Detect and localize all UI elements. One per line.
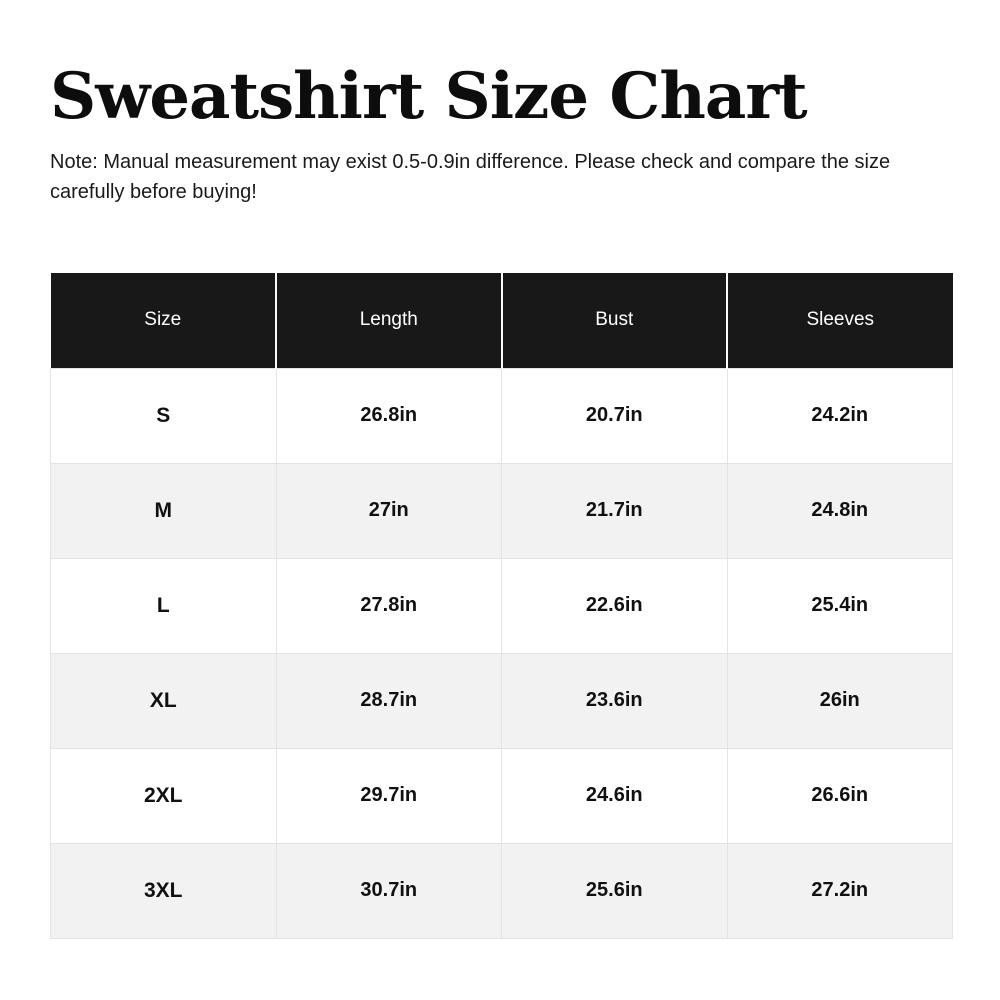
- cell-length: 30.7in: [275, 842, 502, 939]
- cell-sleeves: 24.8in: [726, 462, 953, 559]
- table-body: S 26.8in 20.7in 24.2in M 27in 21.7in 24.…: [50, 367, 953, 939]
- size-chart-table: Size Length Bust Sleeves S 26.8in 20.7in…: [50, 273, 953, 939]
- table-header: Size Length Bust Sleeves: [50, 273, 953, 369]
- cell-bust: 22.6in: [501, 557, 728, 654]
- table-row-l: L 27.8in 22.6in 25.4in: [50, 557, 953, 654]
- table-row-3xl: 3XL 30.7in 25.6in 27.2in: [50, 842, 953, 939]
- cell-length: 28.7in: [275, 652, 502, 749]
- header-cell-size: Size: [50, 273, 277, 369]
- cell-sleeves: 24.2in: [726, 367, 953, 464]
- table-row-2xl: 2XL 29.7in 24.6in 26.6in: [50, 747, 953, 844]
- cell-sleeves: 26.6in: [726, 747, 953, 844]
- cell-length: 26.8in: [275, 367, 502, 464]
- cell-size: L: [50, 557, 277, 654]
- table-header-row: Size Length Bust Sleeves: [50, 273, 953, 369]
- cell-size: XL: [50, 652, 277, 749]
- cell-length: 29.7in: [275, 747, 502, 844]
- cell-bust: 21.7in: [501, 462, 728, 559]
- cell-size: M: [50, 462, 277, 559]
- size-chart-page: Sweatshirt Size Chart Note: Manual measu…: [50, 59, 953, 939]
- header-cell-length: Length: [276, 273, 503, 369]
- cell-length: 27.8in: [275, 557, 502, 654]
- cell-bust: 23.6in: [501, 652, 728, 749]
- cell-size: 2XL: [50, 747, 277, 844]
- cell-length: 27in: [275, 462, 502, 559]
- note-text: Note: Manual measurement may exist 0.5-0…: [50, 151, 891, 204]
- cell-size: S: [50, 367, 277, 464]
- cell-size: 3XL: [50, 842, 277, 939]
- table-row-xl: XL 28.7in 23.6in 26in: [50, 652, 953, 749]
- table-row-m: M 27in 21.7in 24.8in: [50, 462, 953, 559]
- cell-sleeves: 27.2in: [726, 842, 953, 939]
- table-row-s: S 26.8in 20.7in 24.2in: [50, 367, 953, 464]
- cell-sleeves: 26in: [726, 652, 953, 749]
- cell-bust: 25.6in: [501, 842, 728, 939]
- header-cell-bust: Bust: [501, 273, 728, 369]
- header-cell-sleeves: Sleeves: [727, 273, 953, 369]
- cell-sleeves: 25.4in: [726, 557, 953, 654]
- cell-bust: 24.6in: [501, 747, 728, 844]
- page-title: Sweatshirt Size Chart: [50, 59, 808, 134]
- cell-bust: 20.7in: [501, 367, 728, 464]
